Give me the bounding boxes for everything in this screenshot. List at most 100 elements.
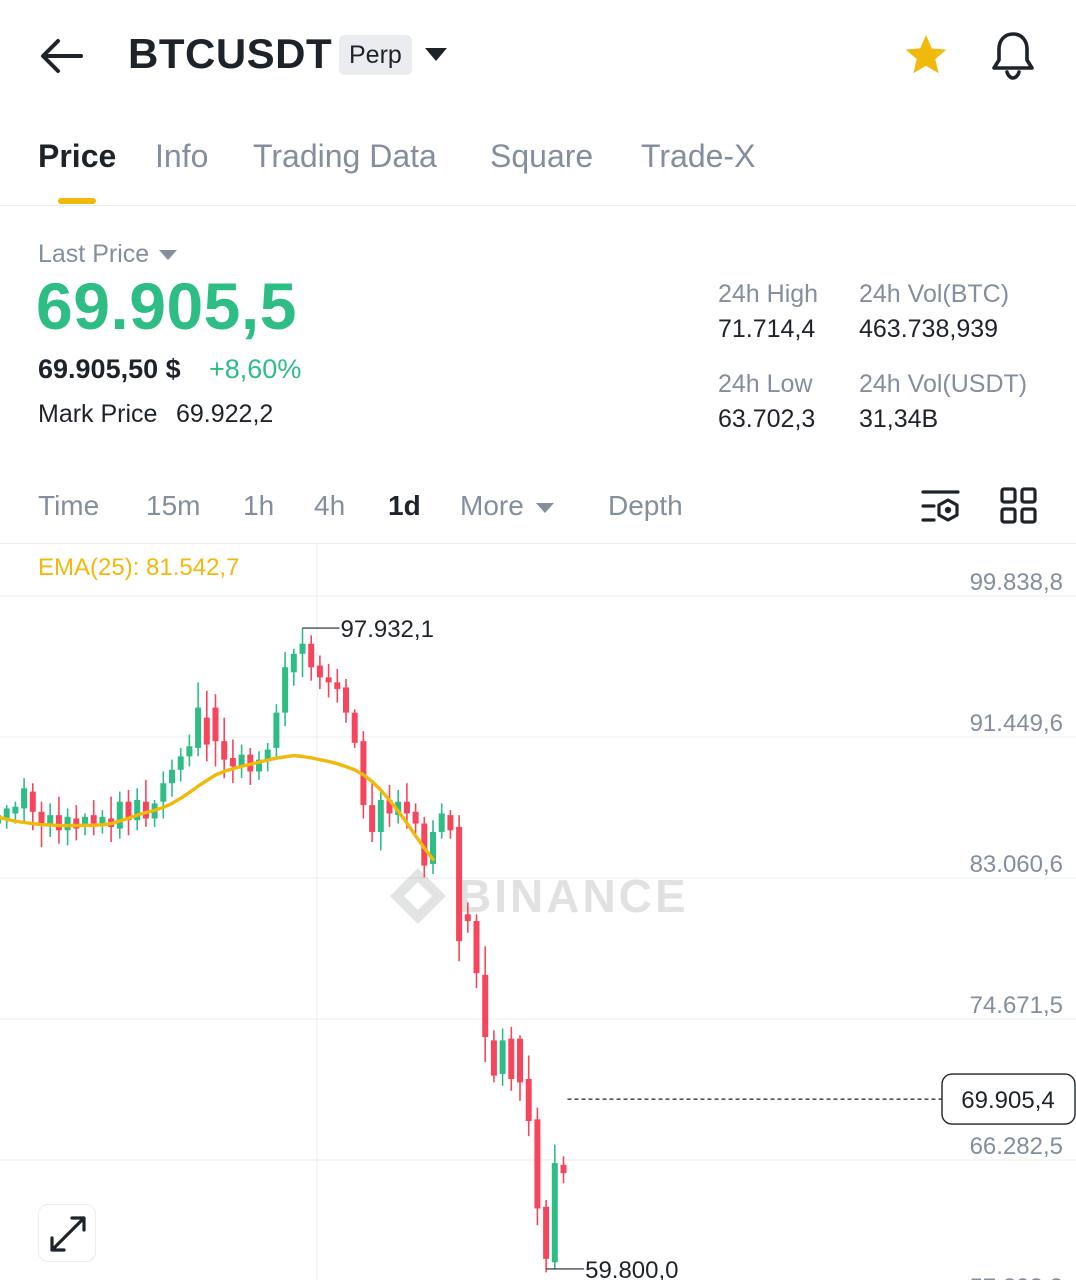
candle-body [186, 746, 193, 757]
mark-price-value: 69.922,2 [176, 400, 274, 428]
y-axis-tick-label: 74.671,5 [970, 992, 1063, 1019]
candle-body [273, 712, 280, 748]
24h-vol-usdt-value: 31,34B [859, 405, 939, 433]
24h-low-value: 63.702,3 [718, 405, 816, 433]
candle-body [64, 816, 71, 831]
candle-body [517, 1038, 523, 1083]
candle-body [369, 805, 376, 832]
candle-body [3, 808, 10, 821]
candle-body [543, 1206, 550, 1259]
last-price-label: Last Price [38, 240, 150, 268]
candle-body [351, 712, 358, 743]
candle-body [377, 800, 384, 832]
candle-body [525, 1079, 532, 1122]
candle-body [134, 800, 141, 821]
interval-more[interactable]: More [460, 490, 554, 522]
candle-body [229, 758, 236, 767]
chart-canvas[interactable]: BINANCE 99.838,8 91.449,6 83.060,6 74.671,5 6… [0, 544, 1076, 1280]
caret-down-icon [159, 250, 178, 261]
candle-body [473, 921, 480, 974]
candle-body [90, 815, 97, 824]
candle-body [203, 717, 210, 745]
usd-price-value: 69.905,50 $ [38, 354, 181, 384]
candle-body [290, 653, 297, 673]
tab-trade-x[interactable]: Trade-X [641, 138, 756, 174]
tab-square[interactable]: Square [490, 138, 594, 174]
binance-logo-icon [390, 868, 446, 924]
binance-logo-watermark [390, 868, 446, 924]
24h-low-label: 24h Low [718, 370, 813, 398]
current-price-label: 69.905,4 [961, 1087, 1054, 1114]
candle-body [82, 816, 88, 827]
current-price-box [941, 1073, 1076, 1125]
page-tabs: Price Info Trading Data Square Trade-X [0, 118, 1076, 206]
candlestick-chart[interactable]: BINANCE 99.838,8 91.449,6 83.060,6 74.671,5 6… [0, 543, 1076, 1280]
tab-info[interactable]: Info [155, 138, 209, 174]
candle-body [116, 801, 123, 829]
candle-body [177, 756, 184, 770]
mark-price-label: Mark Price [38, 400, 158, 428]
candle-body [560, 1164, 567, 1174]
candle-body [464, 914, 471, 922]
candle-body [282, 667, 289, 713]
price-change-percent: +8,60% [209, 354, 302, 384]
high-marker-label: 97.932,1 [341, 616, 434, 643]
candle-body [73, 818, 80, 829]
candle-body [334, 682, 341, 690]
last-price-value: 69.905,5 [36, 269, 297, 343]
candle-body [256, 759, 262, 772]
tab-trading-data[interactable]: Trading Data [253, 138, 437, 174]
24h-vol-usdt-label: 24h Vol(USDT) [859, 370, 1028, 398]
expand-icon[interactable] [38, 1204, 96, 1262]
24h-vol-btc-value: 463.738,939 [859, 315, 999, 343]
interval-1d[interactable]: 1d [388, 490, 421, 521]
y-axis-tick-label: 99.838,8 [970, 569, 1063, 596]
candle-body [508, 1038, 515, 1080]
candle-body [221, 741, 228, 760]
candle-body [99, 816, 106, 824]
candle-body [55, 815, 62, 831]
tab-price[interactable]: Price [38, 138, 117, 174]
top-bar: BTCUSDT Perp [0, 0, 1076, 110]
y-axis-tick-label: 66.282,5 [970, 1133, 1063, 1160]
candle-body [212, 707, 219, 742]
candle-body [499, 1040, 506, 1074]
candle-body [325, 677, 332, 683]
candle-body [238, 754, 245, 767]
indicator-settings-icon[interactable] [920, 486, 962, 528]
last-price-selector[interactable]: Last Price [38, 240, 178, 269]
candle-body [12, 806, 19, 814]
ema-indicator-label: EMA(25): 81.542,7 [38, 554, 240, 581]
symbol-title[interactable]: BTCUSDT [128, 30, 333, 77]
candle-body [456, 826, 463, 942]
ema-25-line [0, 753, 435, 862]
interval-15m[interactable]: 15m [146, 490, 201, 521]
candle-body [421, 823, 428, 866]
interval-4h[interactable]: 4h [314, 490, 346, 521]
interval-time[interactable]: Time [38, 490, 100, 521]
candle-body [482, 974, 489, 1038]
candle-body [142, 801, 149, 819]
candle-body [299, 643, 306, 654]
candle-body [169, 769, 175, 784]
active-tab-indicator [58, 198, 96, 204]
interval-depth[interactable]: Depth [608, 490, 683, 521]
candle-body [21, 788, 28, 809]
star-icon[interactable] [900, 30, 952, 82]
low-marker-label: 59.800,0 [585, 1257, 678, 1280]
caret-down-icon[interactable] [422, 42, 450, 68]
candle-body [447, 815, 454, 831]
candle-body [343, 687, 349, 713]
back-arrow-icon[interactable] [36, 30, 88, 82]
interval-1h[interactable]: 1h [243, 490, 275, 521]
bell-icon[interactable] [986, 28, 1040, 82]
candle-body [386, 800, 393, 814]
y-axis-tick-label: 57.893,3 [970, 1274, 1063, 1280]
watermark-text: BINANCE [458, 870, 689, 922]
y-axis-tick-label: 91.449,6 [970, 710, 1063, 737]
grid-layout-icon[interactable] [999, 486, 1039, 526]
candle-body [160, 783, 167, 802]
contract-type-badge: Perp [339, 35, 412, 75]
candle-body [195, 707, 202, 748]
24h-vol-btc-label: 24h Vol(BTC) [859, 280, 1010, 308]
